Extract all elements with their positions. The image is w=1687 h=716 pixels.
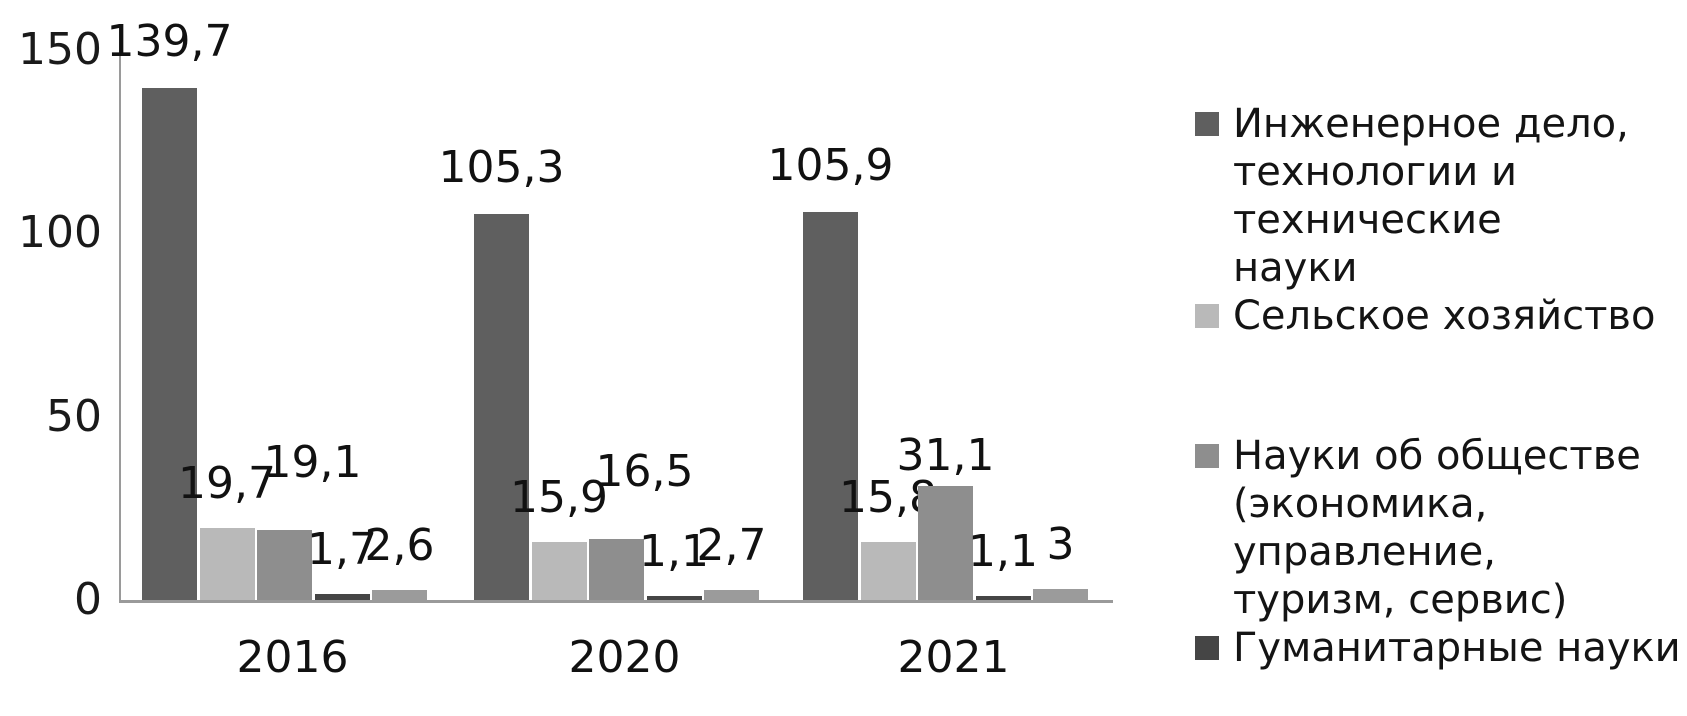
legend-label-line: науки	[1233, 245, 1358, 291]
legend-swatch	[1195, 112, 1219, 136]
y-tick-label: 100	[18, 207, 102, 259]
value-label: 31,1	[896, 430, 995, 481]
legend-label: Гуманитарные науки	[1233, 624, 1681, 672]
bar-2020-series4	[646, 596, 702, 600]
legend-label-line: (экономика, управление,	[1233, 481, 1496, 575]
bar-2016-series3	[257, 530, 312, 600]
legend-item: Науки об обществе (экономика, управление,…	[1195, 432, 1681, 624]
legend-label-line: туризм, сервис)	[1233, 577, 1568, 623]
legend-item: Инженерное дело, технологии и технические…	[1195, 100, 1681, 292]
x-axis-line	[119, 600, 1113, 603]
legend-item: Сельское хозяйство	[1195, 292, 1681, 340]
legend-label-line: Инженерное дело,	[1233, 101, 1629, 147]
value-label: 15,9	[510, 472, 608, 523]
value-label: 19,1	[263, 437, 362, 488]
legend-label: Сельское хозяйство	[1233, 292, 1655, 340]
legend-label: Науки об обществе (экономика, управление,…	[1233, 432, 1681, 624]
x-category-label: 2016	[236, 632, 349, 683]
y-tick-label: 0	[74, 574, 102, 625]
bar-2020-series1	[474, 214, 529, 600]
y-tick-label: 150	[18, 24, 102, 75]
value-label: 2,7	[696, 520, 767, 571]
bar-2020-series2	[531, 542, 587, 600]
bar-2021-series2	[860, 542, 916, 600]
value-label: 2,6	[364, 520, 435, 571]
legend-swatch	[1195, 444, 1219, 468]
x-category-label: 2020	[568, 632, 681, 683]
y-tick-label: 50	[46, 390, 102, 442]
legend-swatch	[1195, 636, 1219, 660]
legend-label-line: технологии и технические	[1233, 149, 1517, 243]
bar-2016-series1	[142, 88, 197, 600]
bar-2020-series5	[704, 590, 759, 600]
bar-2021-series5	[1033, 589, 1088, 600]
value-label: 3	[1046, 519, 1075, 570]
value-label: 1,7	[307, 524, 377, 575]
bar-2021-series3	[918, 486, 973, 600]
bar-2016-series5	[372, 590, 427, 600]
bar-2016-series4	[314, 594, 370, 600]
x-category-label: 2021	[897, 632, 1010, 683]
bar-2016-series2	[199, 528, 255, 600]
legend-label-line: Науки об обществе	[1233, 433, 1641, 479]
legend-label-line: Гуманитарные науки	[1233, 625, 1681, 671]
bar-2020-series3	[589, 539, 644, 600]
y-axis-line	[119, 50, 121, 602]
legend-label-line: Сельское хозяйство	[1233, 293, 1656, 339]
legend-item: Гуманитарные науки	[1195, 624, 1681, 672]
value-label: 1,1	[968, 526, 1038, 577]
value-label: 1,1	[639, 526, 709, 577]
value-label: 19,7	[178, 458, 276, 509]
chart-legend: Инженерное дело, технологии и технические…	[1195, 100, 1681, 672]
value-label: 139,7	[106, 16, 233, 67]
value-label: 105,3	[438, 142, 565, 193]
value-label: 16,5	[595, 446, 694, 497]
legend-label: Инженерное дело, технологии и технические…	[1233, 100, 1681, 292]
value-label: 105,9	[767, 140, 894, 191]
legend-swatch	[1195, 304, 1219, 328]
bar-2021-series4	[975, 596, 1031, 600]
bar-2021-series1	[803, 212, 858, 600]
